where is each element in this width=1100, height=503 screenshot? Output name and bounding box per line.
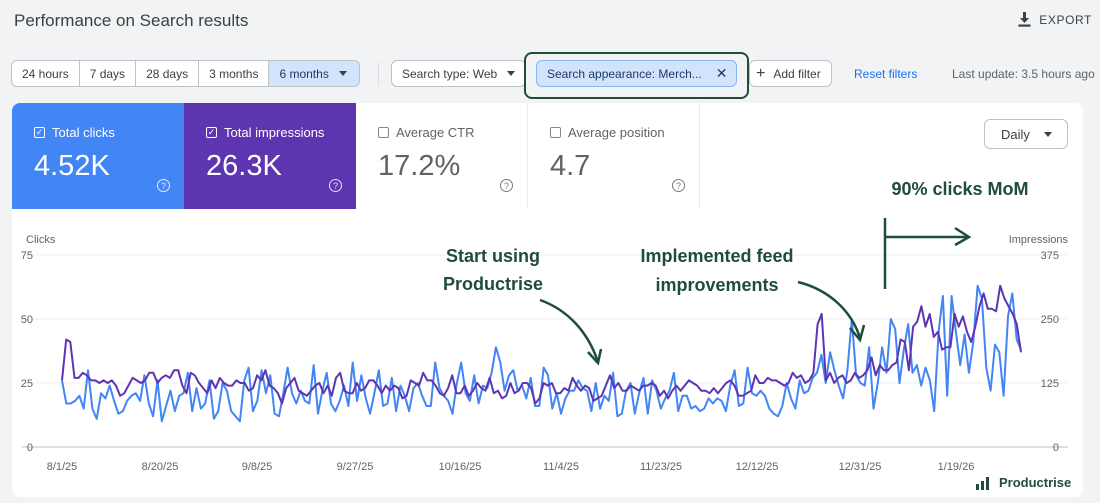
metric-value: 26.3K — [206, 150, 282, 182]
header: Performance on Search results EXPORT — [0, 0, 1100, 44]
metric-value: 4.7 — [550, 150, 591, 182]
brand-name: Productrise — [999, 475, 1072, 490]
brand-watermark: Productrise — [976, 475, 1071, 490]
caret-down-icon — [338, 71, 347, 76]
filter-bar: 24 hours 7 days 28 days 3 months 6 month… — [0, 60, 1100, 88]
export-label: EXPORT — [1039, 12, 1092, 27]
plus-icon: + — [756, 64, 766, 82]
checkbox-checked-icon[interactable]: ✓ — [34, 127, 45, 138]
highlight-box — [524, 52, 749, 99]
metric-value: 4.52K — [34, 150, 110, 182]
reset-filters-link[interactable]: Reset filters — [854, 67, 918, 81]
close-icon[interactable]: ✕ — [715, 65, 728, 81]
add-filter-label: Add filter — [773, 66, 821, 81]
help-icon[interactable]: ? — [672, 179, 685, 192]
bar-chart-icon — [976, 476, 989, 490]
range-24-hours[interactable]: 24 hours — [12, 61, 80, 86]
caret-down-icon — [1043, 131, 1052, 137]
granularity-select[interactable]: Daily — [984, 119, 1068, 149]
checkbox-empty-icon[interactable] — [550, 127, 561, 138]
range-28-days[interactable]: 28 days — [136, 61, 200, 86]
range-7-days[interactable]: 7 days — [80, 61, 137, 86]
search-type-filter[interactable]: Search type: Web — [391, 60, 527, 87]
range-3-months[interactable]: 3 months — [199, 61, 270, 86]
metric-label: Average CTR — [396, 125, 475, 140]
performance-card: ✓ Total clicks 4.52K ? ✓ Total impressions… — [12, 103, 1083, 497]
help-icon[interactable]: ? — [329, 179, 342, 192]
search-type-label: Search type: Web — [402, 66, 498, 81]
search-appearance-filter[interactable]: Search appearance: Merch... ✕ — [536, 60, 737, 87]
last-update-text: Last update: 3.5 hours ago — [952, 67, 1095, 81]
metric-average-position[interactable]: Average position 4.7 ? — [528, 103, 700, 209]
help-icon[interactable]: ? — [157, 179, 170, 192]
granularity-label: Daily — [1001, 126, 1030, 142]
metric-average-ctr[interactable]: Average CTR 17.2% ? — [356, 103, 528, 209]
range-6-months[interactable]: 6 months — [269, 61, 359, 86]
checkbox-checked-icon[interactable]: ✓ — [206, 127, 217, 138]
checkbox-empty-icon[interactable] — [378, 127, 389, 138]
metric-label: Total clicks — [52, 125, 115, 140]
range-6-months-label: 6 months — [279, 66, 329, 81]
caret-down-icon — [507, 71, 516, 76]
metric-total-clicks[interactable]: ✓ Total clicks 4.52K ? — [12, 103, 184, 209]
help-icon[interactable]: ? — [500, 179, 513, 192]
date-range-selector: 24 hours 7 days 28 days 3 months 6 month… — [11, 60, 360, 87]
metric-label: Average position — [568, 125, 665, 140]
search-appearance-label: Search appearance: Merch... — [547, 66, 702, 81]
page-title: Performance on Search results — [14, 11, 249, 30]
metric-label: Total impressions — [224, 125, 325, 140]
download-icon — [1018, 12, 1031, 27]
export-button[interactable]: EXPORT — [1018, 12, 1092, 27]
metric-value: 17.2% — [378, 150, 461, 182]
metric-total-impressions[interactable]: ✓ Total impressions 26.3K ? — [184, 103, 356, 209]
add-filter-button[interactable]: + Add filter — [749, 60, 832, 87]
divider — [378, 62, 379, 86]
